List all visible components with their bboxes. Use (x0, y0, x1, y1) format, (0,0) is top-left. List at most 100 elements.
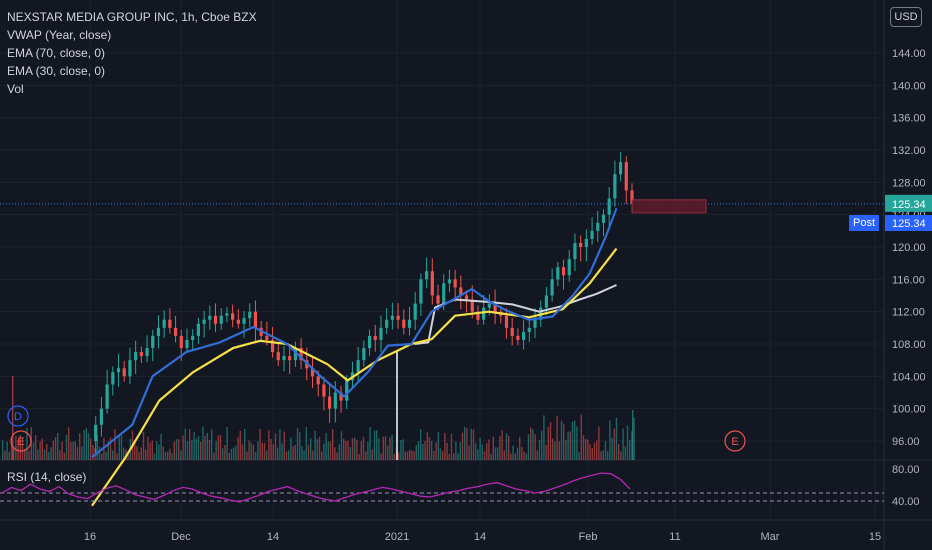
price-axis-label: 108.00 (892, 339, 926, 351)
volume-bar (35, 435, 37, 460)
volume-bar (13, 446, 15, 460)
candle-body (145, 348, 149, 357)
candle-body (522, 331, 526, 340)
volume-bar (424, 440, 426, 460)
candle-body (590, 230, 594, 239)
candle-body (402, 319, 406, 328)
candle-body (116, 368, 121, 373)
volume-bar (444, 432, 446, 460)
volume-bar (268, 430, 270, 460)
volume-bar (169, 448, 171, 460)
ema30-legend[interactable]: EMA (30, close, 0) (7, 64, 106, 78)
candle-body (270, 339, 275, 353)
earnings-marker-glyph: E (17, 436, 24, 448)
volume-bar (252, 444, 255, 460)
price-axis-label: 96.00 (892, 436, 920, 448)
symbol-title[interactable]: NEXSTAR MEDIA GROUP INC, 1h, Cboe BZX (7, 10, 257, 24)
volume-bar (446, 442, 448, 460)
volume-bar (468, 445, 470, 460)
highlight-box (631, 199, 707, 214)
volume-bar (15, 435, 17, 460)
volume-bar (325, 432, 327, 460)
volume-bar (261, 442, 263, 460)
candle-body (362, 348, 366, 361)
volume-bar (382, 436, 384, 460)
volume-bar (365, 451, 367, 460)
volume-bar (120, 435, 123, 460)
candle-body (430, 271, 434, 296)
volume-bar (629, 439, 631, 460)
volume-bar (580, 414, 582, 460)
volume-bar (182, 435, 184, 460)
candle-body (236, 319, 240, 324)
volume-bar (428, 436, 431, 460)
volume-bar (200, 441, 202, 460)
volume-bar (464, 426, 466, 460)
volume-bar (536, 450, 538, 460)
ema70-legend[interactable]: EMA (70, close, 0) (7, 46, 106, 60)
volume-bar (534, 434, 536, 460)
volume-bar (512, 445, 514, 460)
rsi-legend[interactable]: RSI (14, close) (7, 470, 87, 484)
volume-bar (96, 434, 98, 460)
volume-bar (274, 433, 277, 460)
volume-bar (596, 440, 598, 460)
volume-bar (228, 453, 230, 460)
volume-bars (2, 350, 635, 460)
candle-body (630, 190, 634, 204)
volume-bar (632, 410, 634, 460)
volume-bar (558, 441, 560, 460)
volume-bar (314, 430, 316, 460)
candle-body (425, 271, 429, 280)
volume-bar (356, 440, 358, 460)
volume-bar (24, 449, 26, 460)
currency-button[interactable]: USD (890, 7, 922, 27)
candle-body (561, 267, 566, 276)
volume-bar (81, 446, 83, 460)
volume-bar (351, 438, 354, 460)
volume-bar (530, 427, 532, 460)
volume-bar (21, 438, 24, 460)
volume-bar (114, 428, 116, 460)
candle-body (219, 315, 223, 324)
candle-body (185, 339, 189, 349)
volume-bar (206, 432, 208, 460)
candle-body (436, 295, 440, 304)
candle-body (105, 384, 109, 409)
candle-body (299, 348, 303, 361)
price-axis-label: 116.00 (892, 274, 925, 286)
candle-body (202, 319, 206, 324)
volume-bar (591, 448, 593, 460)
volume-bar (508, 435, 510, 460)
volume-bar (193, 431, 195, 460)
volume-bar (149, 442, 151, 460)
vwap-legend[interactable]: VWAP (Year, close) (7, 28, 112, 42)
volume-bar (358, 453, 360, 460)
volume-bar (510, 453, 512, 460)
candle-body (208, 315, 212, 320)
volume-bar (563, 423, 565, 460)
volume-bar (549, 422, 552, 460)
volume-bar (50, 447, 52, 460)
volume-bar (620, 451, 622, 460)
time-axis-label: 15 (869, 531, 881, 543)
candle-body (573, 242, 577, 260)
volume-bar (244, 428, 246, 460)
volume-bar (294, 445, 296, 460)
volume-bar (525, 453, 527, 460)
volume-bar (611, 437, 613, 460)
candle-body (265, 335, 269, 340)
candle-body (379, 327, 383, 340)
volume-bar (411, 450, 413, 460)
volume-bar (186, 441, 189, 460)
candle-body (345, 380, 349, 401)
volume-bar (488, 439, 490, 460)
candle-body (99, 408, 104, 425)
time-axis: 16 Dec 14 2021 14 Feb 11 Mar 15 (84, 531, 881, 543)
price-axis-label: 120.00 (892, 242, 926, 254)
volume-bar (292, 446, 294, 460)
candle-body (601, 214, 606, 223)
volume-legend[interactable]: Vol (7, 82, 24, 96)
volume-bar (567, 431, 569, 460)
